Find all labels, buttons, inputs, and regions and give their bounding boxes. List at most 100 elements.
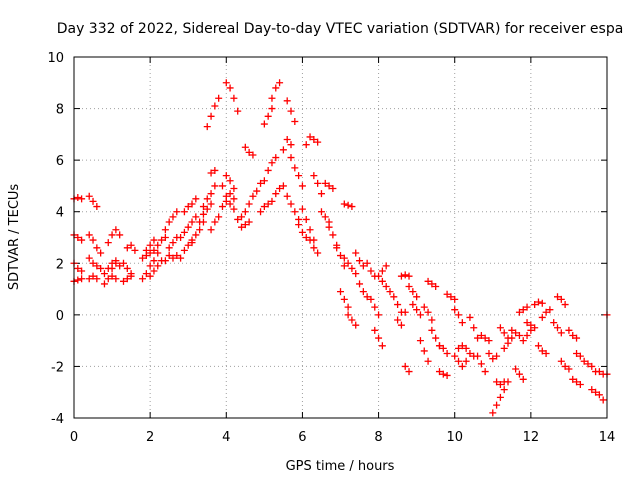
series-arc-88 [474,352,489,376]
series-arc-48 [283,192,303,223]
data-point [352,249,360,257]
series-arc-110 [588,386,607,404]
data-point [215,213,223,221]
series-arc-50 [295,221,310,241]
data-point [443,350,451,358]
data-point [508,334,516,342]
data-point [588,386,596,394]
data-point [116,262,124,270]
data-point [169,213,177,221]
data-point [207,169,215,177]
series-arc-54 [310,172,325,198]
data-point [146,262,154,270]
data-point [93,275,101,283]
data-point [177,234,185,241]
data-point [519,306,527,314]
data-point [302,215,310,223]
plot-frame [73,56,608,419]
data-point [432,334,440,342]
data-point [78,195,86,203]
data-point [158,236,166,244]
data-point [188,239,196,247]
data-point [500,386,508,394]
data-point [496,380,504,388]
data-point [97,264,105,272]
data-point [523,319,531,327]
data-point [348,203,356,211]
series-arc-07 [85,254,105,272]
data-point [489,355,497,363]
data-point [481,334,489,342]
data-point [203,195,211,203]
data-point [192,195,200,203]
series-arc-35 [222,79,242,115]
data-point [146,249,154,257]
data-point [416,311,424,319]
data-point [565,365,573,373]
series-arc-18 [142,246,162,260]
data-point [85,254,93,262]
series-arc-39 [241,143,257,159]
data-point [161,226,169,234]
data-point [139,275,147,283]
data-point [257,208,265,216]
data-point [142,252,150,260]
series-arc-36 [222,190,238,203]
data-point [226,84,234,92]
data-point [108,264,116,272]
data-point [283,192,291,200]
data-point [180,246,188,254]
data-point [192,231,200,239]
data-point [329,185,337,193]
data-point [382,262,390,270]
data-point [588,362,596,370]
data-point [150,267,158,275]
data-point [314,249,322,257]
data-point [481,368,489,376]
data-point [523,331,531,339]
data-point [234,215,242,223]
data-point [211,102,219,110]
series-arc-11 [104,226,124,247]
data-point [276,185,284,193]
series-arc-90 [485,350,501,363]
data-point [314,179,322,187]
series-arc-30 [207,166,219,177]
data-point [85,275,93,283]
data-point [557,329,565,337]
series-arc-105 [557,357,573,373]
data-point [177,254,185,262]
data-point [291,164,299,172]
series-arc-22 [161,208,181,234]
data-point [245,148,253,156]
data-point [283,97,291,105]
data-point [192,213,200,221]
data-point [435,342,443,350]
data-point [470,324,478,332]
data-point [344,303,352,311]
data-point [146,241,154,249]
data-point [344,201,352,209]
series-arc-44 [268,79,284,102]
series-arc-76 [416,337,432,365]
data-point [127,241,135,249]
data-point [595,391,603,399]
data-point [260,120,268,128]
data-point [207,226,215,234]
data-point [104,239,112,247]
series-arc-46 [279,136,295,154]
data-point [184,223,192,231]
data-point [424,308,432,316]
series-arc-40 [245,179,265,208]
data-point [371,326,379,334]
data-point [352,270,360,278]
series-arc-103 [550,319,565,337]
data-point [215,94,223,102]
data-point [329,231,337,239]
data-point [352,321,360,329]
x-tick-label: 10 [446,430,463,445]
data-point [466,350,474,358]
y-tick-label: -2 [51,360,64,375]
y-tick-label: -4 [51,412,64,427]
data-point [439,370,447,378]
